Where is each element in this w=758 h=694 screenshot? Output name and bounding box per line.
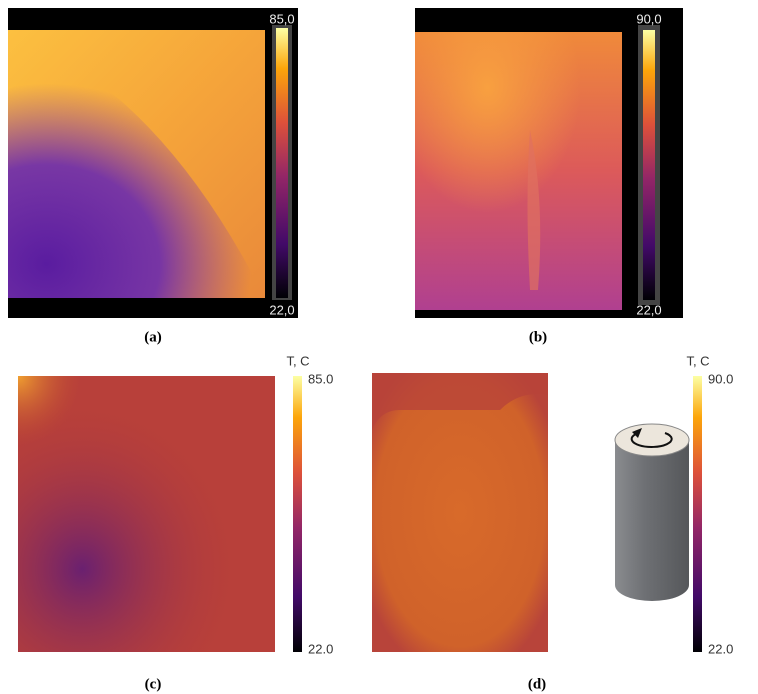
- panel-a: 85,0 22,0 (a): [8, 8, 298, 345]
- colorbar-max: 90,0: [636, 11, 661, 26]
- simulation-image: [372, 373, 548, 652]
- colorbar: [276, 28, 288, 298]
- panel-b: 90,0 22,0 (b): [415, 8, 683, 345]
- colorbar: [693, 376, 702, 652]
- figure: 85,0 22,0 (a) 90,0 22,0 (b) T, C 85.0 22…: [0, 0, 758, 694]
- caption: (b): [529, 329, 547, 345]
- colorbar: [643, 30, 655, 300]
- colorbar-title: T, C: [686, 353, 709, 368]
- caption: (a): [144, 329, 162, 345]
- hot-region: [415, 32, 622, 310]
- colorbar: [293, 376, 302, 652]
- caption: (c): [145, 676, 162, 692]
- colorbar-min: 22,0: [636, 302, 661, 317]
- colorbar-title: T, C: [286, 353, 309, 368]
- colorbar-max: 90.0: [708, 371, 733, 386]
- hot-region: [18, 376, 275, 652]
- colorbar-max: 85,0: [269, 11, 294, 26]
- caption: (d): [528, 676, 546, 692]
- panel-c: T, C 85.0 22.0 (c): [18, 353, 333, 692]
- cylinder-icon: [615, 424, 689, 601]
- colorbar-min: 22.0: [308, 641, 333, 656]
- colorbar-min: 22,0: [269, 302, 294, 317]
- colorbar-min: 22.0: [708, 641, 733, 656]
- colorbar-max: 85.0: [308, 371, 333, 386]
- panel-d: T, C 90.0 22.0 (d): [372, 353, 733, 692]
